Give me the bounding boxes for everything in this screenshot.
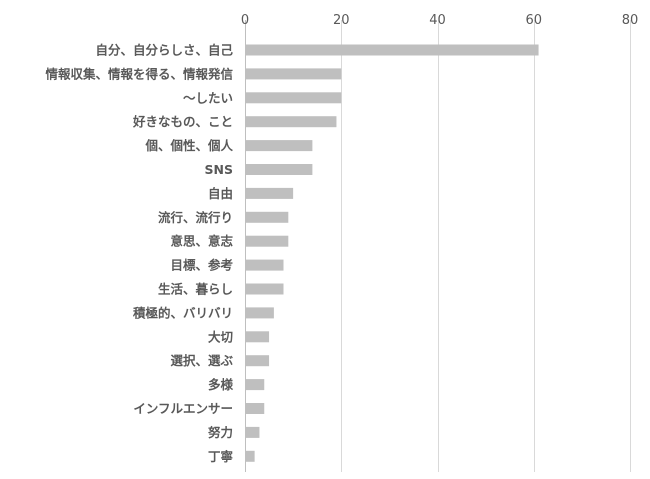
bar xyxy=(246,426,260,438)
bar xyxy=(246,403,265,414)
category-labels: 自分、自分らしさ、自己情報収集、情報を得る、情報発信〜したい好きなもの、こと個、… xyxy=(45,43,233,464)
gridlines xyxy=(341,20,631,472)
bar xyxy=(246,68,342,80)
bars xyxy=(246,44,539,462)
bar xyxy=(246,307,274,319)
category-label: 努力 xyxy=(207,425,233,440)
bar xyxy=(246,44,539,56)
category-label: 丁寧 xyxy=(208,449,233,464)
x-tick-label: 60 xyxy=(525,13,542,28)
bar xyxy=(246,140,313,152)
bar xyxy=(246,92,342,104)
bar xyxy=(246,283,284,295)
category-label: 好きなもの、こと xyxy=(132,114,233,129)
bar xyxy=(246,187,294,199)
category-label: 大切 xyxy=(208,329,233,344)
category-label: 積極的、バリバリ xyxy=(132,305,233,320)
bar xyxy=(246,379,265,391)
bar xyxy=(246,331,270,343)
category-label: 個、個性、個人 xyxy=(144,138,233,153)
category-label: 意思、意志 xyxy=(170,234,233,249)
category-label: 多様 xyxy=(208,377,234,392)
category-label: 〜したい xyxy=(183,90,233,105)
bar xyxy=(246,450,255,462)
x-tick-label: 0 xyxy=(241,13,249,28)
category-label: インフルエンサー xyxy=(133,401,233,416)
category-label: 目標、参考 xyxy=(170,258,233,273)
bar xyxy=(246,355,270,367)
category-label: 流行、流行り xyxy=(158,210,233,225)
category-label: SNS xyxy=(205,162,233,177)
x-tick-label: 80 xyxy=(622,13,639,28)
category-label: 自分、自分らしさ、自己 xyxy=(95,43,233,58)
category-label: 自由 xyxy=(208,186,233,201)
bar xyxy=(246,235,289,247)
x-tick-label: 40 xyxy=(429,13,446,28)
category-label: 情報収集、情報を得る、情報発信 xyxy=(45,66,233,81)
x-tick-label: 20 xyxy=(333,13,350,28)
bar xyxy=(246,259,284,271)
bar xyxy=(246,164,313,175)
category-label: 生活、暮らし xyxy=(158,282,233,297)
bar xyxy=(246,116,337,128)
bar xyxy=(246,211,289,223)
x-tick-labels: 0 20 40 60 80 xyxy=(241,13,638,28)
category-label: 選択、選ぶ xyxy=(170,353,233,368)
